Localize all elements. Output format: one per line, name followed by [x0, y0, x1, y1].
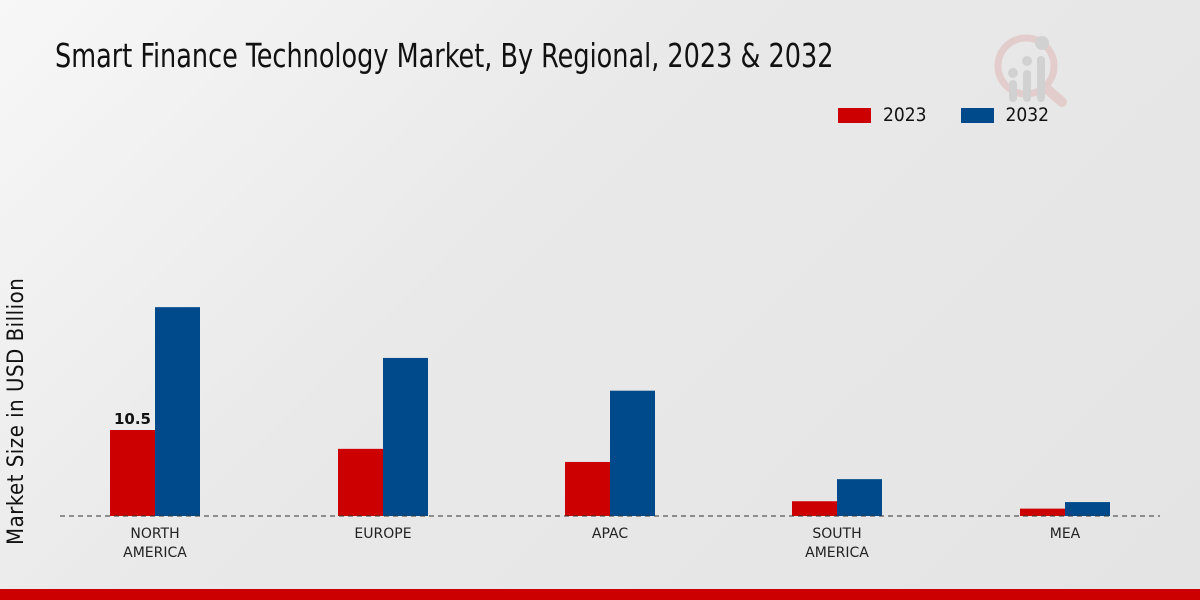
x-tick-label: AMERICA — [805, 545, 869, 561]
bar-2032-apac — [610, 390, 655, 516]
x-tick-label: MEA — [1050, 526, 1081, 542]
x-tick-label: SOUTH — [812, 526, 861, 542]
legend-swatch-2032 — [960, 107, 994, 123]
bar-2023-north-america — [110, 430, 155, 516]
chart-title: Smart Finance Technology Market, By Regi… — [55, 36, 834, 75]
bar-2032-north-america — [155, 307, 200, 516]
bar-2023-apac — [565, 461, 610, 516]
x-tick-label: EUROPE — [354, 526, 411, 542]
bar-2032-europe — [383, 357, 428, 516]
x-tick-label: APAC — [592, 526, 628, 542]
bar-2023-south-america — [792, 501, 837, 516]
legend-label-2023: 2023 — [883, 104, 927, 126]
bar-2023-europe — [338, 448, 383, 516]
x-tick-label: AMERICA — [123, 545, 187, 561]
bar-2032-south-america — [837, 479, 882, 516]
bar-2023-mea — [1020, 508, 1065, 516]
bar-2032-mea — [1065, 502, 1110, 516]
legend-label-2032: 2032 — [1005, 104, 1050, 126]
bottom-bar — [0, 589, 1200, 600]
x-tick-label: NORTH — [130, 526, 179, 542]
legend-swatch-2023 — [838, 107, 871, 123]
data-label: 10.5 — [114, 410, 151, 428]
brand-logo-icon — [994, 34, 1067, 107]
legend: 2023 2032 — [838, 104, 1049, 126]
